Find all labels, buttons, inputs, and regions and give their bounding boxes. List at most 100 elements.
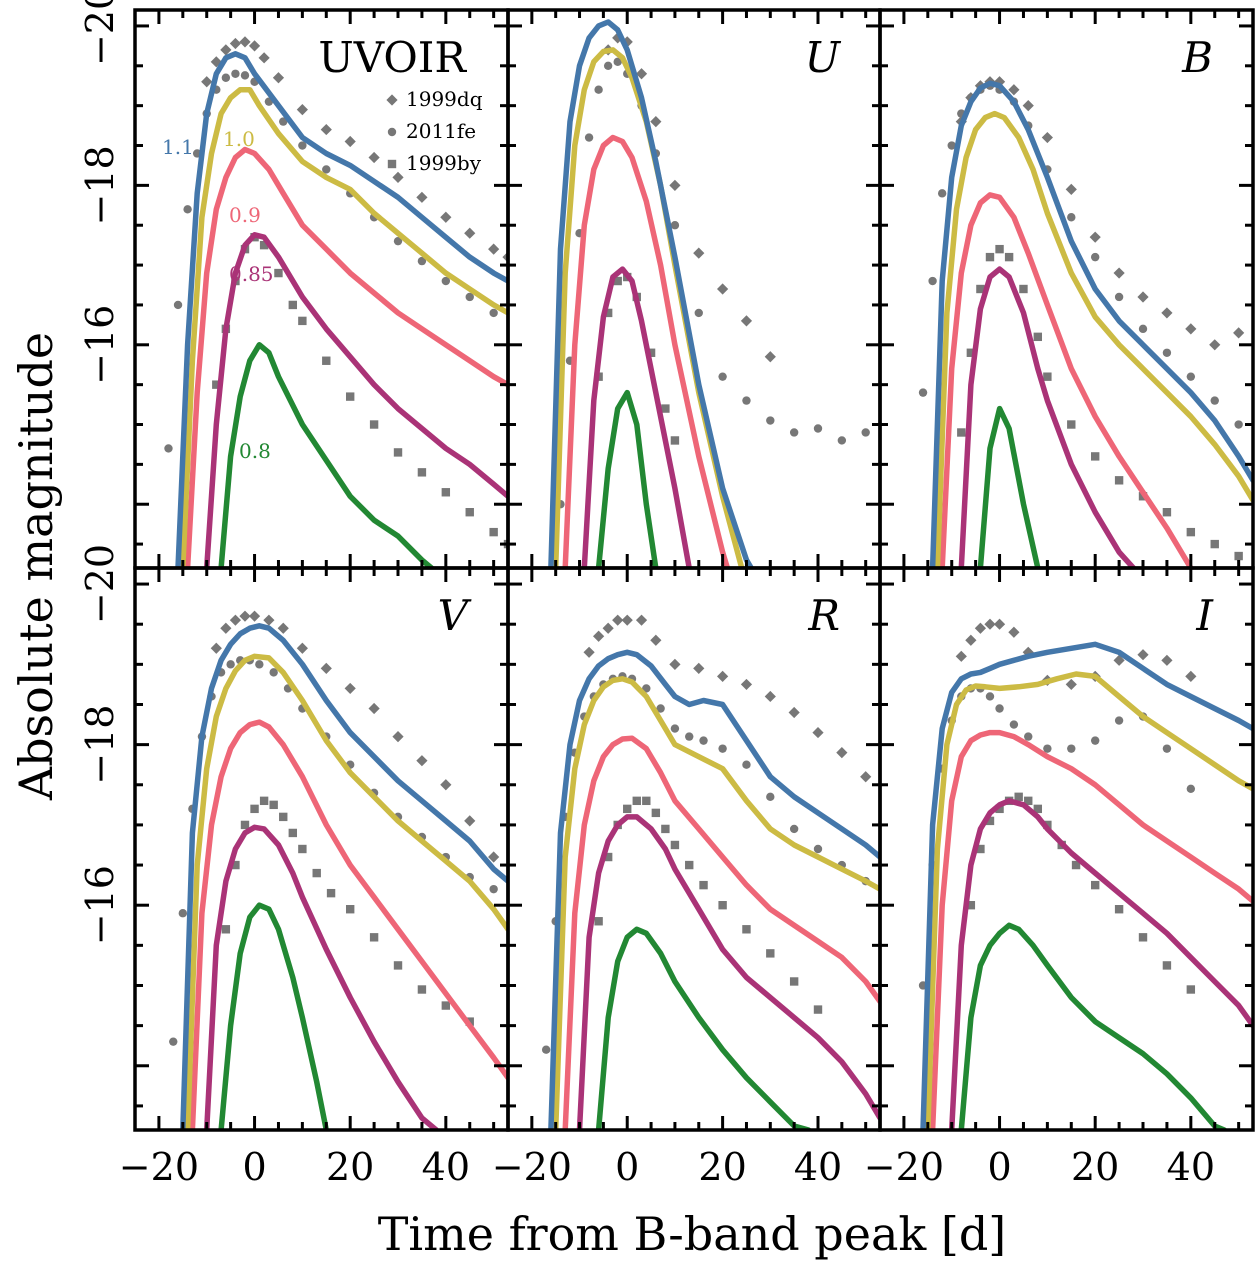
data-point-1999dq	[201, 76, 213, 88]
data-point-2011fe	[584, 133, 594, 142]
data-point-2011fe	[1090, 252, 1100, 262]
data-point-1999dq	[974, 622, 987, 634]
data-point-1999by	[995, 244, 1004, 254]
data-point-1999by	[1186, 985, 1196, 994]
data-point-2011fe	[178, 909, 188, 918]
data-point-2011fe	[613, 57, 622, 67]
data-point-1999by	[489, 527, 498, 537]
model-curve-0.85	[948, 798, 1253, 1130]
model-curve-1.1	[920, 641, 1253, 1130]
model-curve-1.0	[184, 653, 508, 1130]
data-point-1999dq	[764, 351, 776, 363]
data-point-1999by	[1210, 539, 1219, 549]
data-point-1999by	[259, 796, 269, 806]
data-point-2011fe	[1186, 784, 1196, 793]
panel-I: −20 0 20 40 I	[864, 566, 1255, 1189]
data-point-2011fe	[918, 388, 928, 397]
data-point-1999dq	[1041, 131, 1053, 144]
data-point-1999dq	[464, 815, 476, 827]
model-curve-1.1	[548, 19, 754, 568]
data-point-1999by	[288, 300, 298, 310]
plot-area	[541, 614, 880, 1130]
data-point-2011fe	[541, 1045, 551, 1054]
band-label: I	[1195, 591, 1214, 640]
data-point-1999dq	[464, 227, 476, 239]
model-curve-1.1	[929, 80, 1253, 568]
data-point-1999dq	[993, 76, 1006, 88]
data-point-1999by	[699, 880, 708, 890]
data-point-1999dq	[740, 678, 753, 691]
x-tick-label: −20	[864, 1145, 944, 1189]
data-point-2011fe	[603, 61, 613, 70]
legend-marker-1999by	[387, 159, 397, 169]
data-point-1999by	[813, 1005, 823, 1014]
data-point-1999dq	[635, 68, 648, 80]
data-point-1999dq	[239, 36, 251, 48]
band-label: U	[805, 33, 842, 82]
data-point-1999dq	[650, 634, 662, 646]
data-point-1999by	[1162, 508, 1172, 517]
data-point-1999dq	[344, 135, 356, 148]
data-point-2011fe	[1067, 744, 1076, 753]
data-point-1999dq	[693, 247, 705, 259]
data-point-1999by	[789, 977, 799, 986]
data-point-1999by	[1014, 792, 1023, 802]
data-point-1999dq	[320, 662, 332, 674]
model-label-0.85: 0.85	[229, 262, 274, 286]
data-point-1999dq	[812, 726, 824, 739]
legend-label: 1999by	[406, 151, 482, 175]
model-curve-0.85	[581, 266, 692, 568]
data-point-2011fe	[1234, 420, 1243, 429]
panels-layer: −20 −18 −16 UVOIR 1999dq 2011fe 1999by 1.1 1.0 0.…	[78, 0, 1255, 1189]
data-point-1999by	[322, 356, 331, 365]
data-point-1999dq	[650, 116, 662, 128]
data-point-1999dq	[1161, 307, 1173, 319]
data-point-2011fe	[240, 71, 250, 80]
model-curve-0.9	[939, 192, 1194, 568]
data-point-1999dq	[669, 658, 681, 670]
data-point-1999dq	[320, 123, 332, 136]
data-point-1999by	[288, 828, 298, 838]
data-point-1999dq	[248, 40, 261, 52]
data-point-1999by	[718, 901, 727, 910]
legend-label: 1999dq	[406, 87, 483, 111]
data-point-1999dq	[583, 646, 595, 658]
data-point-2011fe	[221, 73, 231, 82]
band-label: UVOIR	[318, 33, 467, 82]
y-tick-label: −16	[78, 305, 122, 385]
model-curve-0.8	[595, 389, 659, 568]
data-point-1999by	[742, 925, 751, 934]
legend: 1999dq 2011fe 1999by	[386, 87, 483, 175]
data-point-1999by	[1067, 420, 1076, 429]
data-point-1999by	[976, 844, 985, 854]
model-curve-0.9	[562, 735, 880, 1130]
x-tick-label: 40	[1167, 1145, 1215, 1189]
data-point-1999dq	[220, 622, 232, 634]
data-point-1999dq	[488, 851, 500, 863]
data-point-2011fe	[1067, 213, 1076, 222]
data-point-2011fe	[269, 668, 278, 677]
x-tick-label: 0	[615, 1145, 639, 1189]
data-point-1999by	[603, 308, 613, 318]
data-point-2011fe	[742, 396, 751, 405]
model-label-1.0: 1.0	[223, 127, 255, 151]
data-point-1999by	[221, 925, 231, 934]
data-point-2011fe	[1043, 744, 1052, 753]
x-tick-label: 40	[794, 1145, 842, 1189]
data-point-1999by	[642, 796, 651, 806]
y-tick-label: −16	[78, 865, 122, 945]
data-point-2011fe	[1162, 744, 1172, 753]
y-tick-label: −20	[78, 544, 122, 624]
data-point-2011fe	[231, 69, 240, 78]
data-point-1999dq	[1008, 626, 1020, 638]
model-label-0.8: 0.8	[239, 439, 271, 463]
data-point-1999dq	[1065, 678, 1077, 691]
data-point-1999dq	[836, 747, 848, 759]
data-point-1999by	[1114, 905, 1124, 914]
data-point-1999dq	[1113, 267, 1125, 279]
model-curve-0.8	[218, 342, 435, 568]
data-point-2011fe	[928, 276, 937, 286]
data-point-2011fe	[837, 436, 847, 445]
plot-area	[918, 76, 1253, 568]
data-point-2011fe	[279, 117, 288, 126]
